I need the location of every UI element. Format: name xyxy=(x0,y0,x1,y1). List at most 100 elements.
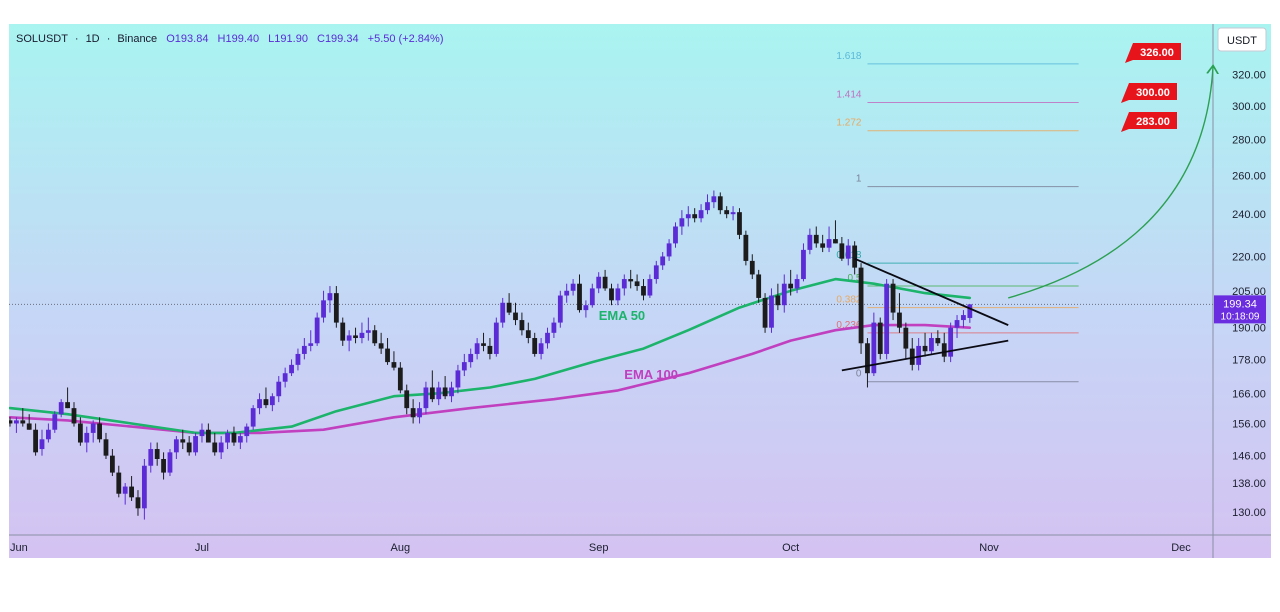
currency-label: USDT xyxy=(1227,35,1257,47)
candle xyxy=(13,417,19,433)
candle xyxy=(634,274,640,291)
candle-body xyxy=(500,302,506,323)
candle xyxy=(455,364,461,394)
candle-body xyxy=(820,243,826,248)
y-tick-label: 320.00 xyxy=(1232,69,1266,81)
candle-body xyxy=(871,322,877,374)
x-tick-label: Aug xyxy=(391,542,411,554)
candle xyxy=(481,332,486,352)
fib-level-label: 0.382 xyxy=(836,295,861,306)
candle-body xyxy=(77,423,83,443)
candle-body xyxy=(884,283,890,354)
candle-body xyxy=(685,214,691,219)
candle-body xyxy=(839,243,845,259)
candle-body xyxy=(775,295,781,306)
candle xyxy=(730,206,736,221)
candle-body xyxy=(858,267,864,344)
candle-body xyxy=(532,338,538,354)
candle xyxy=(929,332,934,354)
candle-body xyxy=(948,327,954,357)
candle xyxy=(813,226,819,248)
candle xyxy=(583,300,589,318)
candle-body xyxy=(506,302,512,313)
candle xyxy=(487,338,493,360)
candle-body xyxy=(897,312,902,328)
candle xyxy=(749,254,755,280)
candle xyxy=(877,317,883,360)
candle xyxy=(52,411,58,433)
candle-body xyxy=(84,432,90,443)
candle-body xyxy=(314,317,320,344)
candle-body xyxy=(26,423,32,430)
candle xyxy=(922,332,928,357)
price-targets: 326.00 300.00 283.00 xyxy=(1121,43,1181,132)
currency-button[interactable]: USDT xyxy=(1217,27,1267,52)
target-tag-box xyxy=(1121,83,1177,103)
candle-body xyxy=(257,399,262,409)
candle xyxy=(685,206,691,227)
candle xyxy=(378,332,384,354)
candle xyxy=(282,367,288,388)
candle-body xyxy=(33,429,38,453)
candle-body xyxy=(621,279,627,289)
candle-body xyxy=(122,486,128,494)
candle xyxy=(199,423,205,443)
candle-body xyxy=(442,387,448,397)
candle-body xyxy=(724,210,730,215)
candle-body xyxy=(954,320,960,328)
candle xyxy=(173,436,179,459)
candle xyxy=(276,376,282,403)
candle-body xyxy=(609,288,614,301)
axes: 130.00 138.00 146.00 156.00 166.00 178.00 190.… xyxy=(10,69,1266,554)
candle xyxy=(321,290,326,323)
target-tag-label: 283.00 xyxy=(1136,116,1170,128)
candle xyxy=(615,283,621,306)
candle-body xyxy=(365,330,371,333)
target-tag: 300.00 xyxy=(1121,83,1177,103)
candle-body xyxy=(116,472,122,494)
target-tag: 283.00 xyxy=(1121,112,1177,132)
candle-body xyxy=(922,345,928,352)
candle xyxy=(186,436,192,456)
candle-body xyxy=(269,396,275,406)
candle xyxy=(161,452,166,480)
candle-body xyxy=(545,332,550,344)
candle xyxy=(621,274,627,296)
trend-drawings[interactable] xyxy=(841,67,1213,372)
y-tick-label: 190.00 xyxy=(1232,323,1266,335)
candle xyxy=(653,260,659,284)
candle-body xyxy=(154,449,160,459)
candle xyxy=(372,325,378,346)
candle-body xyxy=(263,399,269,406)
candle xyxy=(948,322,954,363)
candle-body xyxy=(308,343,314,346)
candle xyxy=(845,239,851,266)
candle-body xyxy=(148,449,154,466)
candle-body xyxy=(141,465,147,509)
target-tag-label: 300.00 xyxy=(1136,87,1170,99)
candle xyxy=(903,322,909,360)
candle-body xyxy=(660,256,666,266)
candle-body xyxy=(295,353,301,365)
candle-body xyxy=(404,390,410,409)
candle xyxy=(116,465,122,498)
candlesticks[interactable] xyxy=(9,190,973,520)
candle-body xyxy=(276,381,282,397)
candle xyxy=(941,332,947,363)
candle xyxy=(385,338,390,365)
candle xyxy=(493,317,499,357)
candle-body xyxy=(596,276,602,289)
candle xyxy=(148,442,154,473)
candle xyxy=(97,417,102,443)
x-tick-label: Sep xyxy=(589,542,609,554)
candle xyxy=(788,269,794,296)
triangle-lower-line xyxy=(841,339,1009,372)
candle-body xyxy=(666,243,672,257)
candle-body xyxy=(705,202,710,211)
candle-body xyxy=(372,330,378,344)
fib-level-label: 1.414 xyxy=(836,90,861,101)
candle-body xyxy=(557,295,563,323)
candle xyxy=(167,449,173,477)
